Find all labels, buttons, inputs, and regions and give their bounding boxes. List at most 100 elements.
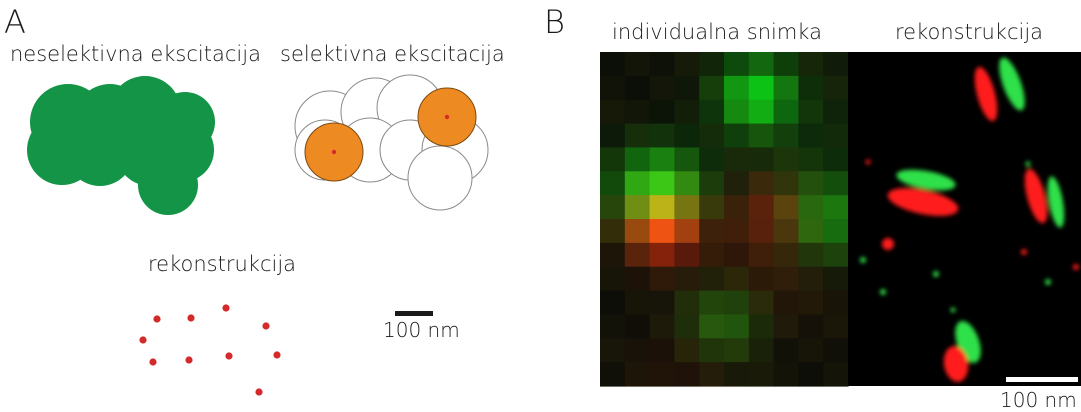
image-pixel [600, 219, 626, 244]
image-pixel [674, 314, 700, 339]
image-pixel [724, 314, 750, 339]
image-pixel [724, 147, 750, 172]
image-pixel [773, 52, 799, 77]
image-pixel [798, 123, 824, 149]
image-pixel [674, 195, 700, 220]
image-pixel [649, 75, 675, 101]
panel-a-scalebar-label: 100 nm [383, 318, 460, 342]
image-pixel [798, 314, 824, 339]
image-pixel [649, 314, 675, 339]
image-pixel [649, 171, 675, 196]
image-pixel [699, 266, 725, 292]
image-pixel [748, 52, 775, 77]
image-pixel [674, 362, 700, 387]
image-pixel [724, 266, 750, 292]
image-pixel [674, 290, 700, 316]
image-pixel [823, 195, 849, 220]
image-pixel [724, 242, 750, 268]
image-pixel [748, 314, 775, 339]
image-pixel [724, 75, 750, 101]
image-pixel [600, 290, 626, 316]
image-pixel [773, 266, 799, 292]
image-pixel [674, 123, 700, 149]
image-pixel [649, 219, 675, 244]
image-pixel [748, 242, 775, 268]
image-pixel [798, 75, 824, 101]
image-pixel [600, 362, 626, 387]
image-pixel [724, 219, 750, 244]
image-pixel [624, 266, 651, 292]
image-pixel [724, 52, 750, 77]
image-pixel [624, 338, 651, 363]
image-pixel [674, 266, 700, 292]
image-pixel [674, 75, 700, 101]
image-pixel [600, 266, 626, 292]
image-pixel [600, 52, 626, 77]
image-pixel [748, 99, 775, 125]
image-pixel [699, 242, 725, 268]
image-pixel [748, 266, 775, 292]
image-pixel [823, 52, 849, 77]
image-pixel [624, 171, 651, 196]
image-pixel [773, 362, 799, 387]
image-pixel [649, 195, 675, 220]
panel-b-reconstruction-label: rekonstrukcija [895, 20, 1044, 44]
image-pixel [798, 362, 824, 387]
image-pixel [823, 314, 849, 339]
panel-b-letter: B [544, 3, 565, 41]
image-pixel [773, 171, 799, 196]
image-pixel [699, 338, 725, 363]
image-pixel [773, 75, 799, 101]
image-pixel [724, 171, 750, 196]
individual-frame-image [600, 52, 849, 387]
image-pixel [600, 171, 626, 196]
image-pixel [649, 52, 675, 77]
image-pixel [724, 338, 750, 363]
image-pixel [748, 219, 775, 244]
image-pixel [649, 242, 675, 268]
image-pixel [649, 362, 675, 387]
image-pixel [773, 242, 799, 268]
panel-a-letter: A [4, 3, 26, 41]
individual-frame-label: individualna snimka [612, 20, 822, 44]
image-pixel [773, 338, 799, 363]
image-pixel [823, 338, 849, 363]
image-pixel [798, 195, 824, 220]
image-pixel [649, 147, 675, 172]
image-pixel [674, 338, 700, 363]
image-pixel [674, 99, 700, 125]
image-pixel [699, 362, 725, 387]
image-pixel [649, 290, 675, 316]
image-pixel [748, 290, 775, 316]
image-pixel [798, 171, 824, 196]
image-pixel [773, 290, 799, 316]
image-pixel [674, 219, 700, 244]
image-pixel [823, 75, 849, 101]
image-pixel [624, 52, 651, 77]
image-pixel [798, 290, 824, 316]
selective-excitation-label: selektivna ekscitacija [280, 42, 505, 66]
nonselective-excitation-label: neselektivna ekscitacija [10, 42, 261, 66]
image-pixel [748, 195, 775, 220]
image-pixel [699, 219, 725, 244]
image-pixel [724, 195, 750, 220]
image-pixel [823, 290, 849, 316]
image-pixel [823, 123, 849, 149]
image-pixel [773, 147, 799, 172]
image-pixel [699, 123, 725, 149]
image-pixel [773, 195, 799, 220]
image-pixel [600, 338, 626, 363]
image-pixel [748, 171, 775, 196]
image-pixel [624, 314, 651, 339]
image-pixel [798, 99, 824, 125]
image-pixel [600, 123, 626, 149]
image-pixel [823, 219, 849, 244]
image-pixel [624, 362, 651, 387]
image-pixel [699, 147, 725, 172]
image-pixel [674, 147, 700, 172]
image-pixel [748, 123, 775, 149]
